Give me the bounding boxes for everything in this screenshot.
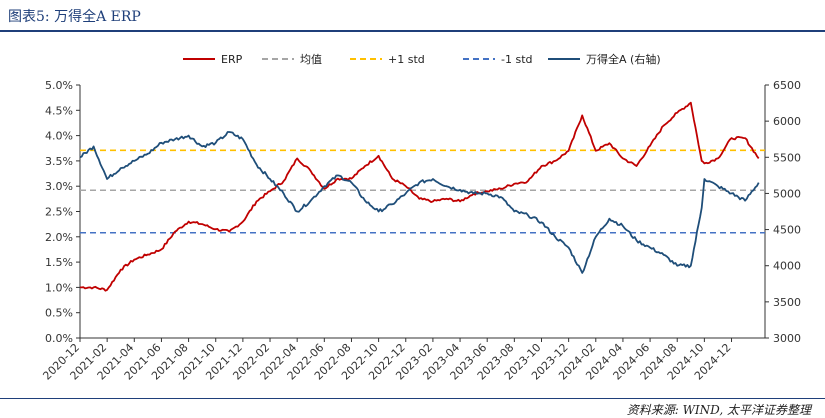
- title-rule: [0, 30, 825, 32]
- right-tick-label: 3000: [773, 332, 801, 345]
- right-tick-label: 6500: [773, 79, 801, 92]
- source-note: 资料来源: WIND, 太平洋证券整理: [626, 403, 811, 417]
- right-tick-label: 5000: [773, 187, 801, 200]
- series-line-erp: [80, 101, 760, 292]
- left-tick-label: 1.0%: [45, 281, 73, 294]
- left-tick-label: 5.0%: [45, 79, 73, 92]
- left-tick-label: 0.0%: [45, 332, 73, 345]
- left-tick-label: 3.5%: [45, 155, 73, 168]
- left-axis: 0.0% 0.5% 1.0% 1.5% 2.0% 2.5% 3.0% 3.5% 4.0% 4.5%…: [45, 79, 81, 345]
- left-tick-label: 3.0%: [45, 180, 73, 193]
- legend-label: +1 std: [388, 53, 425, 66]
- left-tick-label: 2.0%: [45, 231, 73, 244]
- legend-label: -1 std: [501, 53, 533, 66]
- right-tick-label: 4000: [773, 260, 801, 273]
- series-line-wind-a: [79, 131, 760, 274]
- left-tick-label: 4.5%: [45, 104, 73, 117]
- legend-label: 均值: [300, 53, 322, 66]
- x-axis: 2020-122021-022021-042021-062021-082021-…: [40, 337, 765, 383]
- legend-label: ERP: [221, 53, 243, 66]
- right-tick-label: 5500: [773, 151, 801, 164]
- left-tick-label: 2.5%: [45, 206, 73, 219]
- left-tick-label: 0.5%: [45, 307, 73, 320]
- right-tick-label: 4500: [773, 224, 801, 237]
- right-axis: 3000 3500 4000 4500 5000 5500 6000 6500: [764, 79, 801, 345]
- left-tick-label: 4.0%: [45, 130, 73, 143]
- left-tick-label: 1.5%: [45, 256, 73, 269]
- plot-area: [79, 101, 765, 292]
- right-tick-label: 3500: [773, 296, 801, 309]
- figure-title: 图表5: 万得全A ERP: [8, 9, 141, 25]
- right-tick-label: 6000: [773, 115, 801, 128]
- legend: ERP 均值 +1 std -1 std 万得全A (右轴): [183, 52, 661, 66]
- bottom-rule: [0, 398, 825, 399]
- legend-label: 万得全A (右轴): [586, 52, 661, 66]
